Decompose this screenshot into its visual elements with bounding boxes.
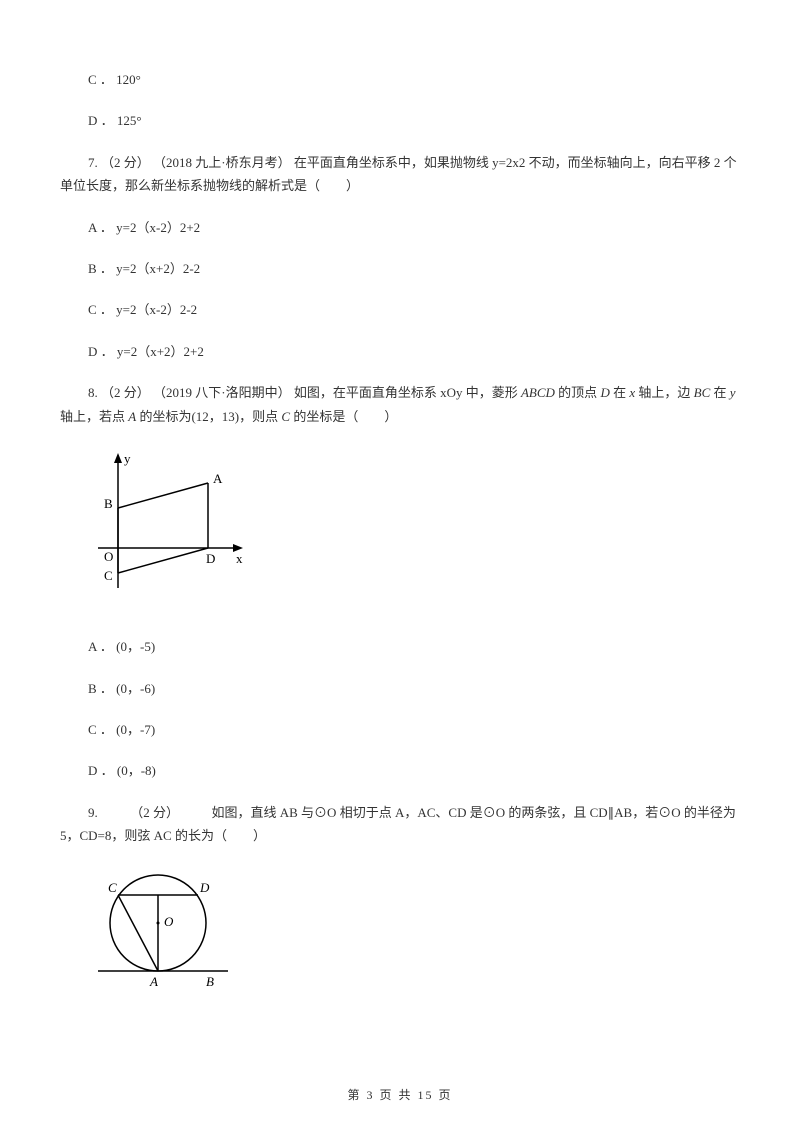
q8-text-g: 的坐标为(12，13)，则点 — [136, 409, 281, 424]
q8-abcd: ABCD — [521, 385, 555, 400]
q8-text-a: 8. （2 分） （2019 八下·洛阳期中） 如图，在平面直角坐标系 xOy … — [88, 385, 521, 400]
svg-text:y: y — [124, 451, 131, 466]
q7-option-d: D ． y=2（x+2）2+2 — [88, 340, 740, 363]
q8-text-c: 在 — [610, 385, 630, 400]
q8-text-d: 轴上，边 — [635, 385, 694, 400]
q9-stem: 9. （2 分） 如图，直线 AB 与⊙O 相切于点 A，AC、CD 是⊙O 的… — [60, 801, 740, 848]
svg-text:D: D — [199, 880, 210, 895]
svg-text:B: B — [206, 974, 214, 989]
q6-option-d: D ． 125° — [88, 109, 740, 132]
svg-text:C: C — [104, 568, 113, 583]
q6-option-c: C ． 120° — [88, 68, 740, 91]
svg-text:x: x — [236, 551, 243, 566]
q8-bc: BC — [694, 385, 711, 400]
q8-option-c: C ． (0，-7) — [88, 718, 740, 741]
q7-option-c: C ． y=2（x‐2）2‐2 — [88, 298, 740, 321]
q8-y: y — [730, 385, 736, 400]
q8-option-b: B ． (0，-6) — [88, 677, 740, 700]
q7-option-a: A ． y=2（x‐2）2+2 — [88, 216, 740, 239]
q8-option-a: A ． (0，-5) — [88, 635, 740, 658]
q8-text-f: 轴上，若点 — [60, 409, 128, 424]
svg-text:D: D — [206, 551, 215, 566]
q9-diagram: C D O A B — [88, 868, 740, 1005]
svg-text:O: O — [104, 549, 113, 564]
svg-text:C: C — [108, 880, 117, 895]
q8-text-e: 在 — [710, 385, 730, 400]
q8-d: D — [600, 385, 609, 400]
q8-text-b: 的顶点 — [555, 385, 601, 400]
q7-stem: 7. （2 分） （2018 九上·桥东月考） 在平面直角坐标系中，如果抛物线 … — [60, 151, 740, 198]
page-footer: 第 3 页 共 15 页 — [0, 1085, 800, 1107]
q8-text-h: 的坐标是（ ） — [290, 409, 397, 424]
svg-text:B: B — [104, 496, 113, 511]
svg-text:A: A — [213, 471, 223, 486]
svg-text:A: A — [149, 974, 158, 989]
q8-stem: 8. （2 分） （2019 八下·洛阳期中） 如图，在平面直角坐标系 xOy … — [60, 381, 740, 428]
q7-option-b: B ． y=2（x+2）2‐2 — [88, 257, 740, 280]
q8-diagram: y x A B C D O — [88, 448, 740, 615]
q8-option-d: D ． (0，-8) — [88, 759, 740, 782]
q8-c: C — [281, 409, 290, 424]
svg-text:O: O — [164, 914, 174, 929]
